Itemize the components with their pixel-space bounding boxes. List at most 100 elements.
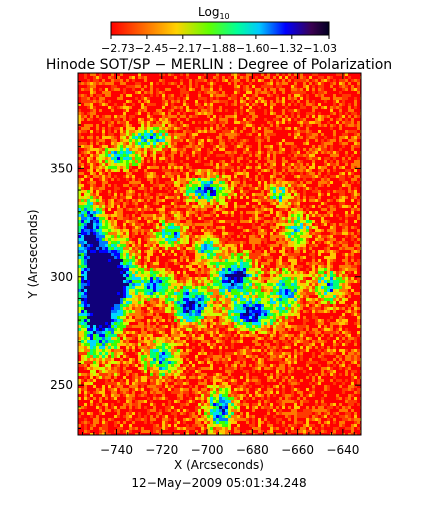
map-cell: [138, 223, 141, 226]
map-cell: [237, 142, 240, 145]
map-cell: [144, 184, 147, 187]
map-cell: [294, 100, 297, 103]
map-cell: [216, 103, 219, 106]
map-cell: [189, 130, 192, 133]
map-cell: [234, 220, 237, 223]
map-cell: [252, 178, 255, 181]
map-cell: [192, 160, 195, 163]
map-cell: [183, 91, 186, 94]
map-cell: [147, 226, 150, 229]
map-cell: [246, 211, 249, 214]
map-cell: [306, 175, 309, 178]
map-cell: [297, 85, 300, 88]
map-cell: [303, 136, 306, 139]
map-cell: [339, 97, 342, 100]
map-cell: [351, 82, 354, 85]
map-cell: [228, 106, 231, 109]
map-cell: [210, 124, 213, 127]
map-cell: [297, 115, 300, 118]
map-cell: [204, 88, 207, 91]
map-cell: [177, 226, 180, 229]
map-cell: [201, 193, 204, 196]
map-cell: [90, 148, 93, 151]
map-cell: [285, 148, 288, 151]
map-cell: [99, 139, 102, 142]
map-cell: [156, 88, 159, 91]
map-cell: [132, 160, 135, 163]
map-cell: [162, 85, 165, 88]
map-cell: [93, 193, 96, 196]
map-cell: [276, 196, 279, 199]
map-cell: [270, 178, 273, 181]
map-cell: [204, 94, 207, 97]
map-cell: [294, 151, 297, 154]
map-cell: [276, 91, 279, 94]
map-cell: [141, 76, 144, 79]
map-cell: [147, 160, 150, 163]
map-cell: [267, 184, 270, 187]
map-cell: [90, 166, 93, 169]
map-cell: [138, 82, 141, 85]
map-cell: [165, 130, 168, 133]
map-cell: [231, 154, 234, 157]
map-cell: [216, 82, 219, 85]
map-cell: [216, 187, 219, 190]
map-cell: [357, 181, 360, 184]
map-cell: [165, 121, 168, 124]
map-cell: [96, 214, 99, 217]
map-cell: [264, 217, 267, 220]
map-cell: [96, 76, 99, 79]
map-cell: [117, 208, 120, 211]
map-cell: [120, 208, 123, 211]
map-cell: [96, 127, 99, 130]
map-cell: [228, 79, 231, 82]
map-cell: [102, 91, 105, 94]
map-cell: [123, 115, 126, 118]
map-cell: [126, 112, 129, 115]
map-cell: [138, 79, 141, 82]
map-cell: [111, 151, 114, 154]
map-cell: [225, 181, 228, 184]
map-cell: [99, 145, 102, 148]
map-cell: [354, 211, 357, 214]
map-cell: [318, 127, 321, 130]
map-cell: [255, 82, 258, 85]
map-cell: [318, 181, 321, 184]
map-cell: [318, 205, 321, 208]
map-cell: [273, 82, 276, 85]
map-cell: [147, 97, 150, 100]
map-cell: [141, 193, 144, 196]
map-cell: [198, 73, 201, 76]
map-cell: [105, 94, 108, 97]
map-cell: [318, 223, 321, 226]
map-cell: [333, 100, 336, 103]
map-cell: [201, 118, 204, 121]
map-cell: [303, 196, 306, 199]
map-cell: [171, 202, 174, 205]
map-cell: [354, 208, 357, 211]
map-cell: [222, 181, 225, 184]
map-cell: [297, 193, 300, 196]
map-cell: [204, 226, 207, 229]
map-cell: [168, 112, 171, 115]
map-cell: [333, 139, 336, 142]
map-cell: [210, 220, 213, 223]
map-cell: [96, 139, 99, 142]
map-cell: [342, 133, 345, 136]
map-cell: [324, 226, 327, 229]
map-cell: [132, 103, 135, 106]
map-cell: [339, 136, 342, 139]
map-cell: [270, 82, 273, 85]
map-cell: [333, 112, 336, 115]
map-cell: [216, 85, 219, 88]
map-cell: [258, 190, 261, 193]
map-cell: [99, 226, 102, 229]
map-cell: [150, 94, 153, 97]
map-cell: [141, 163, 144, 166]
map-cell: [210, 211, 213, 214]
map-cell: [153, 229, 156, 232]
map-cell: [153, 118, 156, 121]
map-cell: [306, 211, 309, 214]
map-cell: [111, 136, 114, 139]
map-cell: [228, 148, 231, 151]
